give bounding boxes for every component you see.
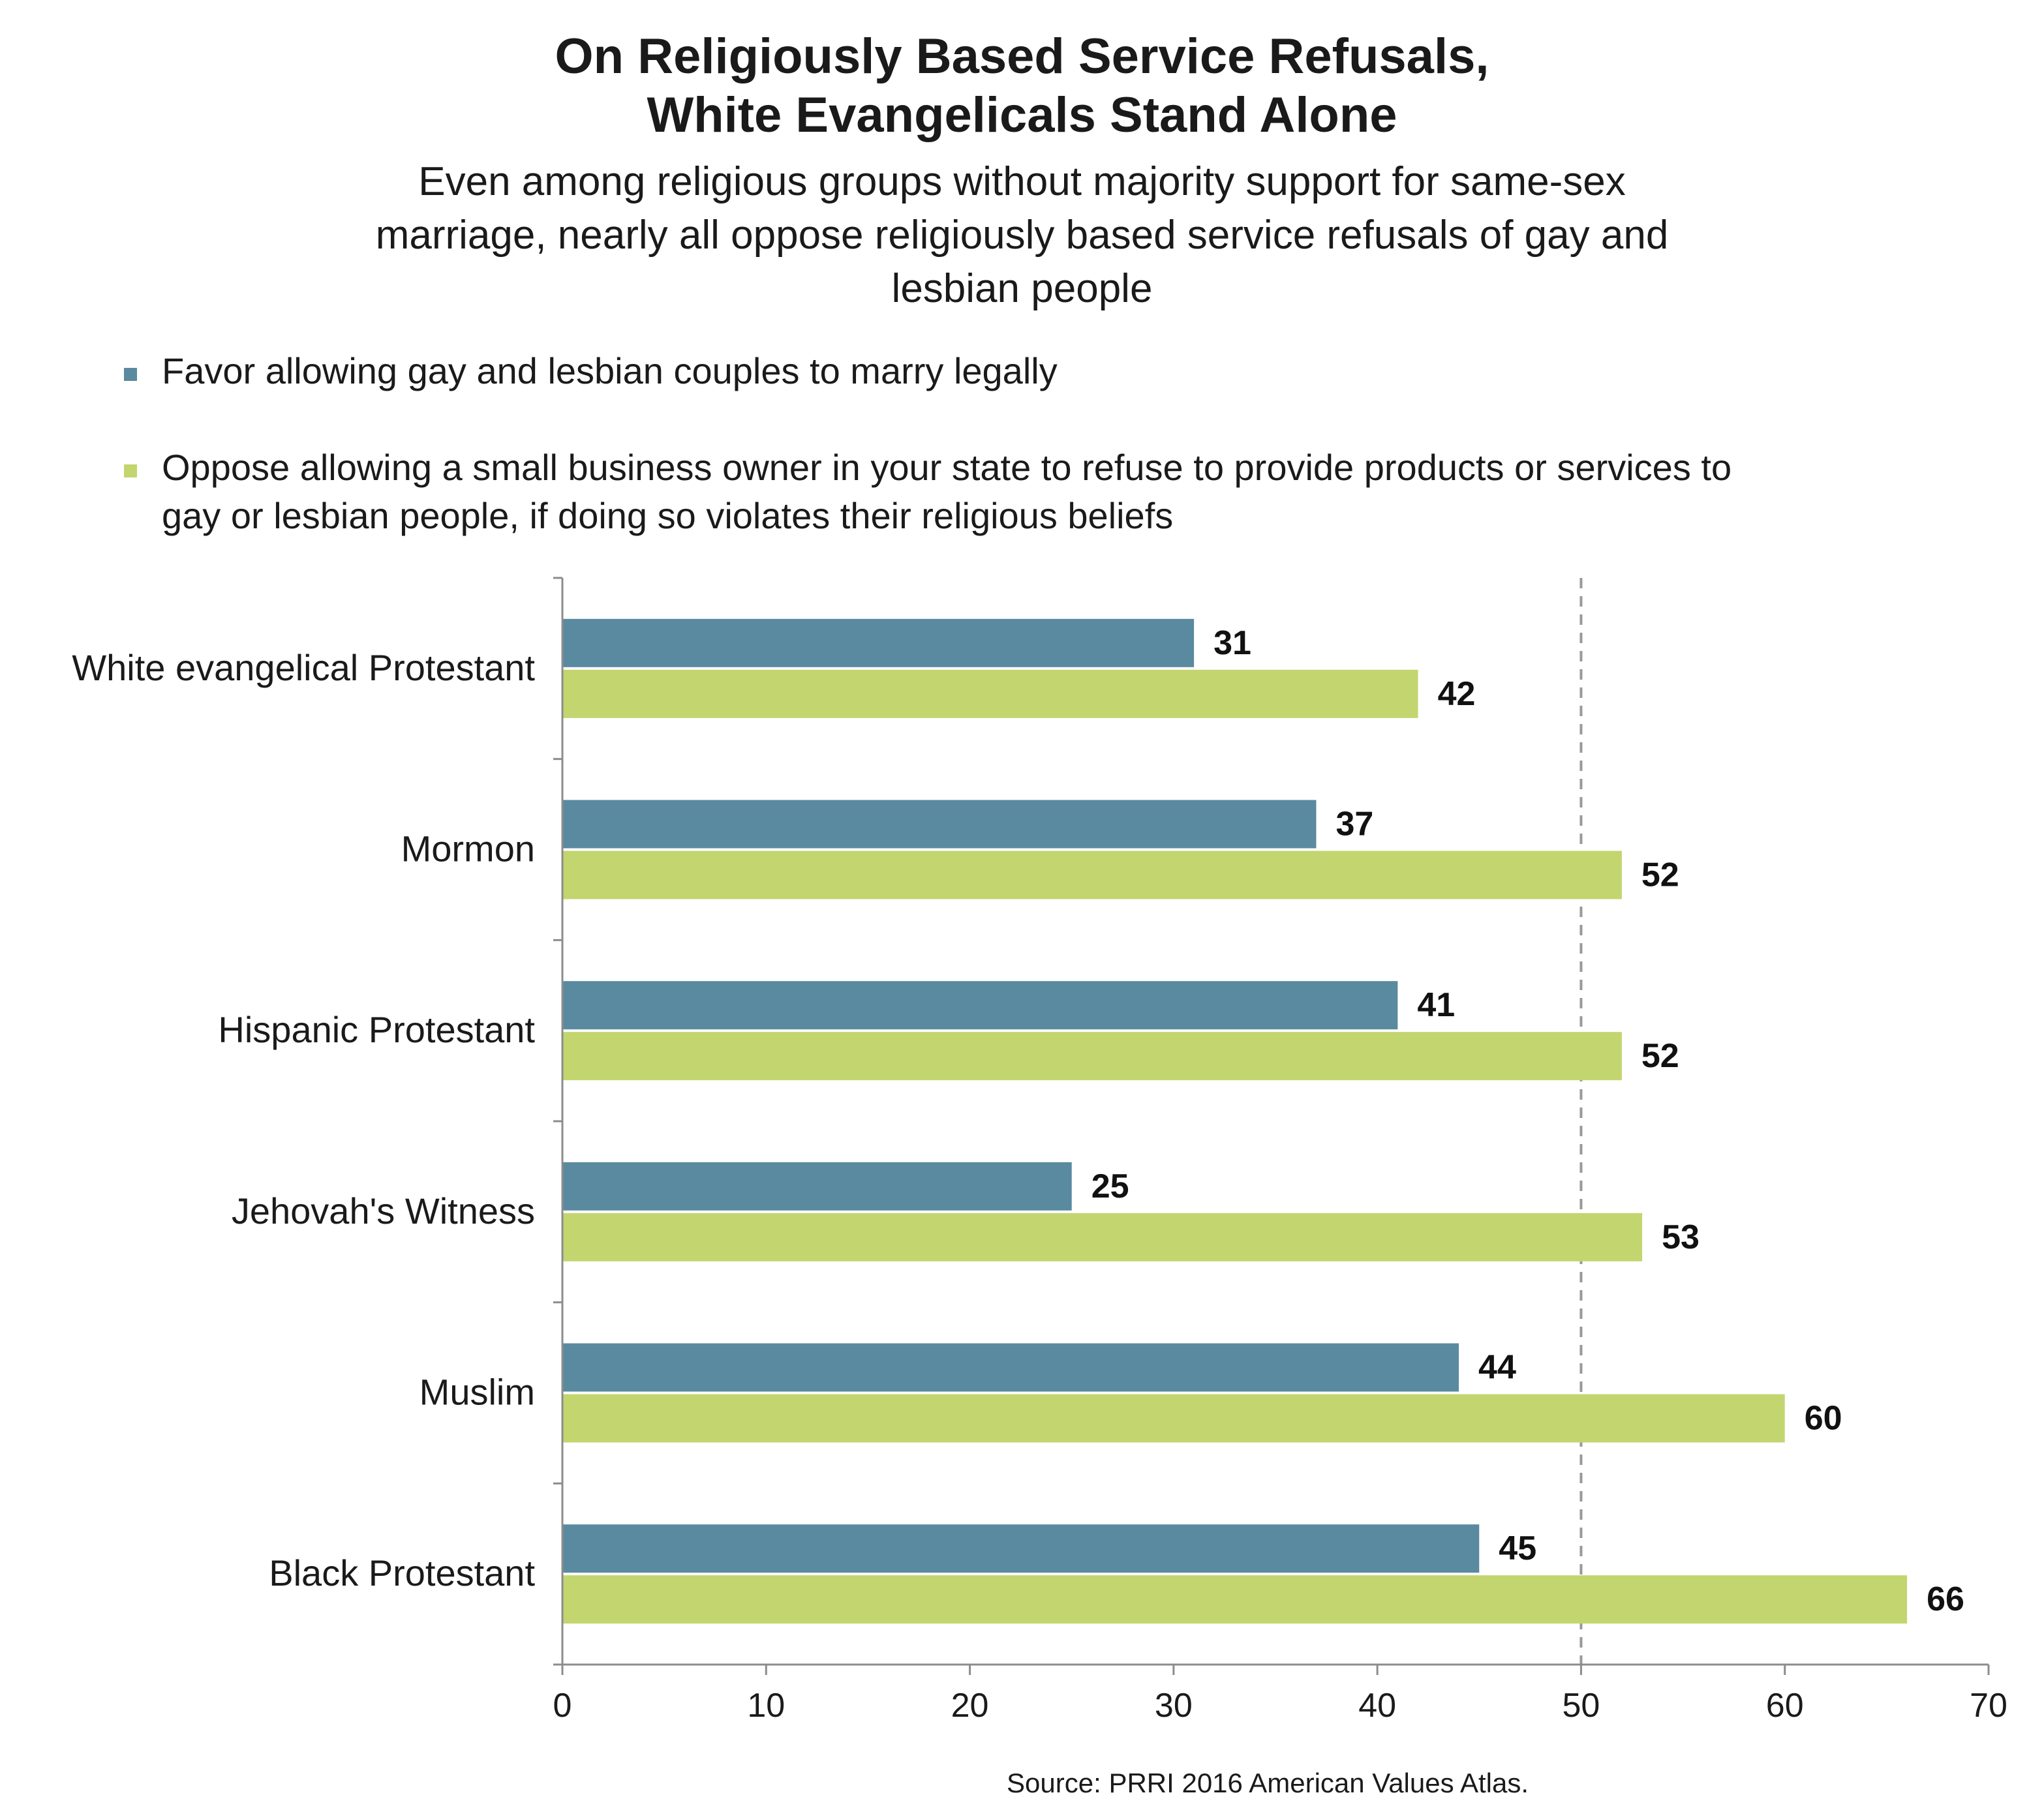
legend-swatch-oppose: [124, 464, 137, 477]
data-label-oppose-0: 42: [1438, 675, 1476, 713]
data-label-oppose-2: 52: [1641, 1037, 1679, 1075]
chart-title-line-1: On Religiously Based Service Refusals,: [555, 29, 1489, 84]
data-label-favor-4: 44: [1478, 1349, 1516, 1387]
legend-label-oppose-line-2: gay or lesbian people, if doing so viola…: [162, 495, 1174, 536]
data-label-favor-3: 25: [1091, 1168, 1129, 1205]
data-label-favor-5: 45: [1499, 1530, 1536, 1567]
category-label-5: Black Protestant: [269, 1552, 535, 1593]
x-tick-label-5: 50: [1563, 1687, 1600, 1725]
x-tick-label-1: 10: [747, 1687, 785, 1725]
data-label-oppose-1: 52: [1641, 856, 1679, 894]
category-label-0: White evangelical Protestant: [72, 647, 535, 688]
chart-subtitle-line-1: Even among religious groups without majo…: [418, 159, 1626, 204]
bar-favor-0: [562, 618, 1195, 667]
chart-subtitle-line-2: marriage, nearly all oppose religiously …: [375, 213, 1669, 258]
bar-oppose-1: [562, 851, 1622, 899]
x-tick-label-3: 30: [1155, 1687, 1193, 1725]
x-tick-label-0: 0: [553, 1687, 572, 1725]
x-tick-label-7: 70: [1970, 1687, 2007, 1725]
data-label-favor-0: 31: [1213, 624, 1251, 662]
bar-oppose-0: [562, 669, 1418, 718]
data-label-oppose-3: 53: [1662, 1218, 1700, 1256]
data-label-favor-2: 41: [1417, 986, 1455, 1024]
chart-subtitle: Even among religious groups without majo…: [0, 155, 2044, 316]
legend-swatch-favor: [124, 368, 137, 381]
data-label-oppose-4: 60: [1805, 1400, 1842, 1438]
bar-favor-2: [562, 981, 1398, 1030]
bar-oppose-5: [562, 1575, 1908, 1624]
bar-favor-5: [562, 1524, 1480, 1573]
chart-subtitle-line-3: lesbian people: [891, 266, 1153, 311]
category-label-3: Jehovah's Witness: [232, 1190, 535, 1231]
chart-title: On Religiously Based Service Refusals, W…: [0, 27, 2044, 145]
legend-label-oppose-line-1: Oppose allowing a small business owner i…: [162, 447, 1732, 488]
data-label-oppose-5: 66: [1927, 1580, 1964, 1618]
data-label-favor-1: 37: [1335, 806, 1373, 843]
bar-oppose-2: [562, 1032, 1622, 1081]
x-tick-label-4: 40: [1358, 1687, 1396, 1725]
x-tick-label-2: 20: [951, 1687, 989, 1725]
source-note: Source: PRRI 2016 American Values Atlas.: [1007, 1768, 1529, 1798]
bar-oppose-3: [562, 1213, 1643, 1261]
chart-title-line-2: White Evangelicals Stand Alone: [647, 87, 1397, 143]
category-label-1: Mormon: [401, 828, 535, 869]
legend-label-favor: Favor allowing gay and lesbian couples t…: [162, 350, 1058, 391]
bar-favor-3: [562, 1162, 1072, 1211]
x-tick-label-6: 60: [1766, 1687, 1804, 1725]
bar-oppose-4: [562, 1394, 1785, 1443]
category-label-4: Muslim: [419, 1372, 535, 1413]
bar-favor-1: [562, 800, 1317, 849]
bar-favor-4: [562, 1343, 1459, 1392]
category-label-2: Hispanic Protestant: [218, 1009, 535, 1050]
